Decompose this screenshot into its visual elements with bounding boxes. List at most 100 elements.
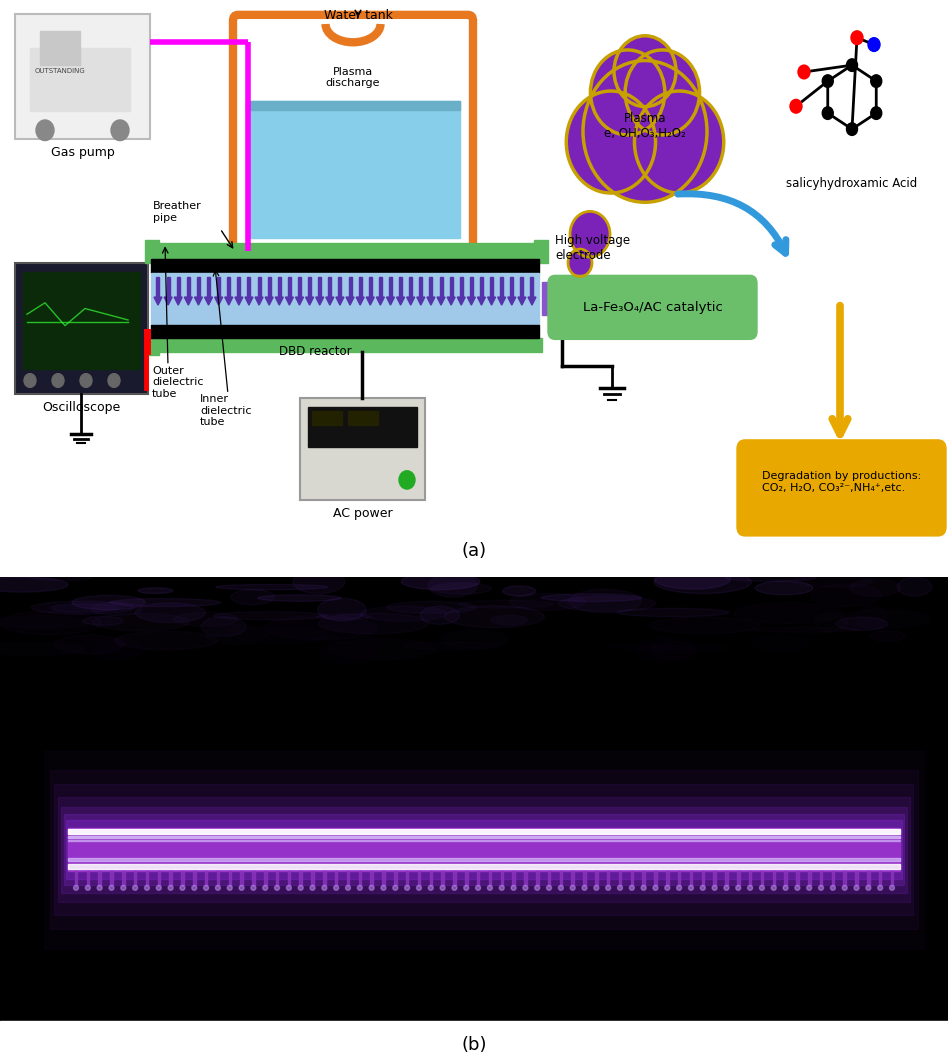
Bar xyxy=(134,872,137,884)
Bar xyxy=(410,276,412,297)
Bar xyxy=(440,276,443,297)
Text: salicyhydroxamic Acid: salicyhydroxamic Acid xyxy=(787,177,918,190)
Circle shape xyxy=(74,886,79,890)
Ellipse shape xyxy=(541,594,642,602)
Bar xyxy=(449,276,452,297)
Circle shape xyxy=(712,886,717,890)
Bar xyxy=(524,872,527,884)
Bar xyxy=(406,872,409,884)
Bar xyxy=(784,872,787,884)
Circle shape xyxy=(634,91,723,193)
Circle shape xyxy=(109,886,114,890)
Bar xyxy=(258,276,261,297)
Bar xyxy=(300,398,425,500)
Bar xyxy=(30,48,130,111)
Bar xyxy=(228,276,230,297)
Circle shape xyxy=(476,886,481,890)
Bar xyxy=(110,872,113,884)
Bar xyxy=(237,276,241,297)
Circle shape xyxy=(511,886,516,890)
Text: Plasma
discharge: Plasma discharge xyxy=(326,67,380,89)
Bar xyxy=(205,872,208,884)
Bar xyxy=(246,101,460,238)
Bar xyxy=(490,276,493,297)
Bar xyxy=(15,262,148,395)
Bar xyxy=(146,872,148,884)
Circle shape xyxy=(822,75,833,88)
Circle shape xyxy=(428,886,433,890)
Bar xyxy=(737,872,739,884)
Polygon shape xyxy=(316,297,323,305)
Polygon shape xyxy=(447,297,455,305)
Circle shape xyxy=(547,886,552,890)
Bar xyxy=(379,276,382,297)
Ellipse shape xyxy=(92,614,190,631)
Bar xyxy=(335,872,337,884)
Bar xyxy=(170,872,172,884)
Circle shape xyxy=(790,99,802,113)
Circle shape xyxy=(822,107,833,120)
Bar xyxy=(460,276,463,297)
Ellipse shape xyxy=(31,601,135,615)
Bar xyxy=(151,259,539,273)
Polygon shape xyxy=(356,297,364,305)
Ellipse shape xyxy=(836,617,887,631)
Circle shape xyxy=(807,886,811,890)
Bar xyxy=(65,820,902,879)
Bar xyxy=(287,872,290,884)
Circle shape xyxy=(568,249,592,276)
Polygon shape xyxy=(235,297,243,305)
Polygon shape xyxy=(154,297,162,305)
Bar xyxy=(808,872,811,884)
Ellipse shape xyxy=(216,584,328,589)
Circle shape xyxy=(523,886,528,890)
Bar xyxy=(489,872,491,884)
Circle shape xyxy=(80,373,92,387)
Bar xyxy=(122,872,124,884)
Circle shape xyxy=(334,886,338,890)
Bar xyxy=(358,276,362,297)
Bar xyxy=(157,872,160,884)
Bar xyxy=(264,872,266,884)
Circle shape xyxy=(263,886,267,890)
Bar xyxy=(54,784,914,915)
Circle shape xyxy=(381,886,386,890)
Bar xyxy=(501,872,503,884)
Bar xyxy=(419,276,422,297)
Circle shape xyxy=(500,886,504,890)
Bar xyxy=(193,872,195,884)
Text: Oscilloscope: Oscilloscope xyxy=(43,401,120,414)
Polygon shape xyxy=(427,297,435,305)
Bar xyxy=(831,872,834,884)
Ellipse shape xyxy=(756,581,813,595)
Bar xyxy=(0,1021,948,1058)
Ellipse shape xyxy=(317,615,372,619)
Bar xyxy=(369,276,372,297)
Bar xyxy=(595,872,597,884)
Bar xyxy=(328,276,332,297)
Bar xyxy=(68,828,900,834)
Circle shape xyxy=(204,886,209,890)
Circle shape xyxy=(369,886,374,890)
Bar xyxy=(288,276,291,297)
Bar xyxy=(760,872,763,884)
Ellipse shape xyxy=(201,617,246,637)
Bar xyxy=(702,872,704,884)
Bar xyxy=(247,276,250,297)
Bar xyxy=(50,770,918,929)
Bar xyxy=(68,828,900,872)
Ellipse shape xyxy=(387,601,476,614)
Text: Degradation by productions:
CO₂, H₂O, CO₃²⁻,NH₄⁺,etc.: Degradation by productions: CO₂, H₂O, CO… xyxy=(762,472,921,493)
Bar xyxy=(68,863,900,869)
Polygon shape xyxy=(225,297,233,305)
Ellipse shape xyxy=(82,617,123,625)
Polygon shape xyxy=(437,297,445,305)
Bar xyxy=(572,872,574,884)
Circle shape xyxy=(310,886,315,890)
Text: High voltage
electrode: High voltage electrode xyxy=(555,234,630,262)
Bar xyxy=(62,806,906,893)
Bar xyxy=(148,339,542,352)
Bar xyxy=(749,872,752,884)
Polygon shape xyxy=(376,297,384,305)
Ellipse shape xyxy=(258,595,341,601)
